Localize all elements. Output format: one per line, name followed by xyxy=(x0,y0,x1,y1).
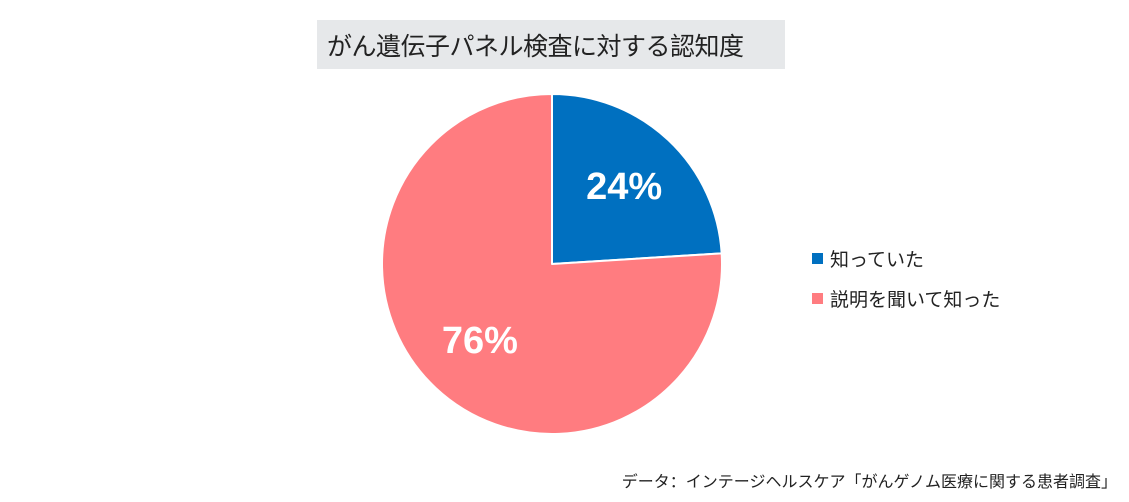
legend-item-1: 知っていた xyxy=(812,245,1000,271)
legend: 知っていた説明を聞いて知った xyxy=(812,245,1000,325)
chart-title-box: がん遺伝子パネル検査に対する認知度 xyxy=(317,20,785,69)
legend-label-2: 説明を聞いて知った xyxy=(830,288,1001,311)
legend-label-1: 知っていた xyxy=(830,248,925,271)
pie-slice-1 xyxy=(551,93,723,265)
slice-value-label-2: 76% xyxy=(442,320,518,362)
legend-item-2: 説明を聞いて知った xyxy=(812,285,1000,311)
source-note: データ：インテージヘルスケア「がんゲノム医療に関する患者調査」 xyxy=(621,472,1117,491)
pie-slice-2 xyxy=(381,93,723,435)
chart-title: がん遺伝子パネル検査に対する認知度 xyxy=(327,31,744,61)
slice-value-label-1: 24% xyxy=(586,166,662,208)
legend-swatch-1 xyxy=(812,252,823,264)
legend-swatch-2 xyxy=(812,292,823,304)
